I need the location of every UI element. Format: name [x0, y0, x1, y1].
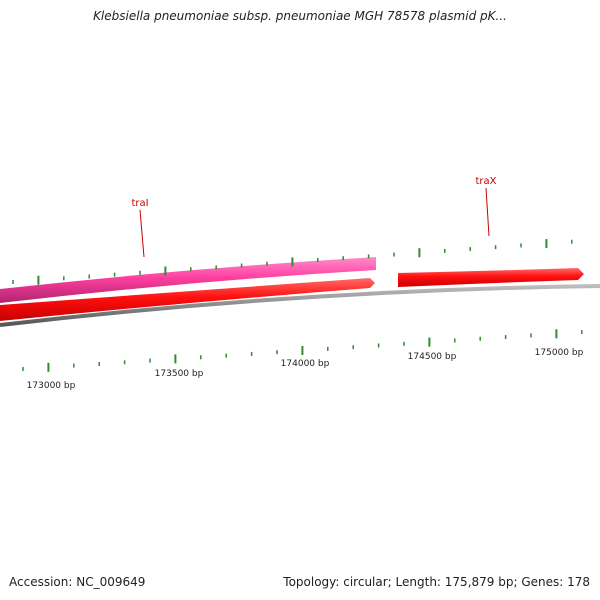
backbone-track — [0, 284, 600, 327]
scale-label-174500: 174500 bp — [408, 352, 457, 362]
gene-arrow-forward-1 — [0, 278, 375, 321]
tick-row-lower — [22, 329, 583, 372]
traX-label-leader — [485, 187, 490, 237]
scale-label-175000: 175000 bp — [535, 348, 584, 358]
gene-arrow-traX — [398, 268, 584, 287]
map-title: Klebsiella pneumoniae subsp. pneumoniae … — [93, 9, 507, 23]
gene-label-traI: traI — [131, 198, 148, 209]
accession-text: Accession: NC_009649 — [9, 575, 146, 589]
traI-label-leader — [139, 209, 145, 258]
tick-row-upper — [12, 239, 573, 285]
scale-label-173500: 173500 bp — [155, 369, 204, 379]
gene-label-traX: traX — [475, 176, 496, 187]
scale-label-173000: 173000 bp — [27, 381, 76, 391]
topology-summary: Topology: circular; Length: 175,879 bp; … — [283, 575, 590, 589]
scale-label-174000: 174000 bp — [281, 359, 330, 369]
gene-arrow-traI — [0, 257, 376, 303]
